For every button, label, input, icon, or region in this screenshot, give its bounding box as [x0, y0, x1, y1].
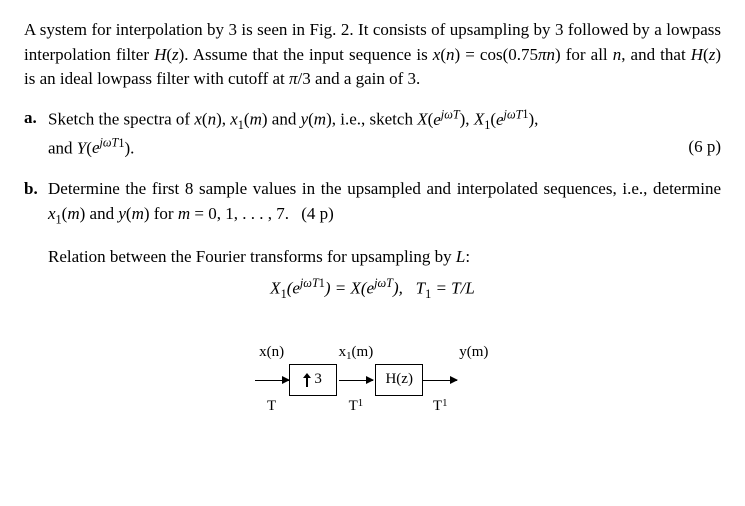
question-a-label: a. [24, 106, 48, 161]
question-a-line2: and Y(ejωT1). [48, 135, 134, 161]
intro-paragraph: A system for interpolation by 3 is seen … [24, 18, 721, 92]
question-a-line1: Sketch the spectra of x(n), x1(m) and y(… [48, 106, 721, 135]
upsample-arrow-icon [303, 373, 311, 387]
diagram-x-label: x(n) [257, 346, 286, 364]
question-b: b. Determine the first 8 sample values i… [24, 177, 721, 229]
arrow-1 [255, 380, 289, 381]
relation-text: Relation between the Fourier transforms … [48, 245, 721, 270]
question-a: a. Sketch the spectra of x(n), x1(m) and… [24, 106, 721, 161]
upsample-factor: 3 [314, 369, 322, 391]
arrow-2 [339, 380, 373, 381]
relation-formula: X1(ejωT1) = X(ejωT), T1 = T/L [24, 275, 721, 304]
question-b-label: b. [24, 177, 48, 229]
question-a-points: (6 p) [680, 135, 721, 161]
question-b-points: (4 p) [293, 204, 334, 223]
diagram-x1-label: x1(m) [337, 346, 376, 364]
filter-box: H(z) [375, 364, 423, 396]
diagram-y-label: y(m) [457, 346, 490, 364]
diagram-t1b-label: T1 [431, 396, 450, 414]
diagram-t1a-label: T1 [347, 396, 366, 414]
diagram-t-label: T [265, 396, 278, 414]
question-b-text: Determine the first 8 sample values in t… [48, 179, 721, 223]
arrow-3 [423, 380, 457, 381]
upsampler-box: 3 [289, 364, 337, 396]
block-diagram: x(n) T 3 x1(m) T1 H(z) T1 [24, 346, 721, 414]
